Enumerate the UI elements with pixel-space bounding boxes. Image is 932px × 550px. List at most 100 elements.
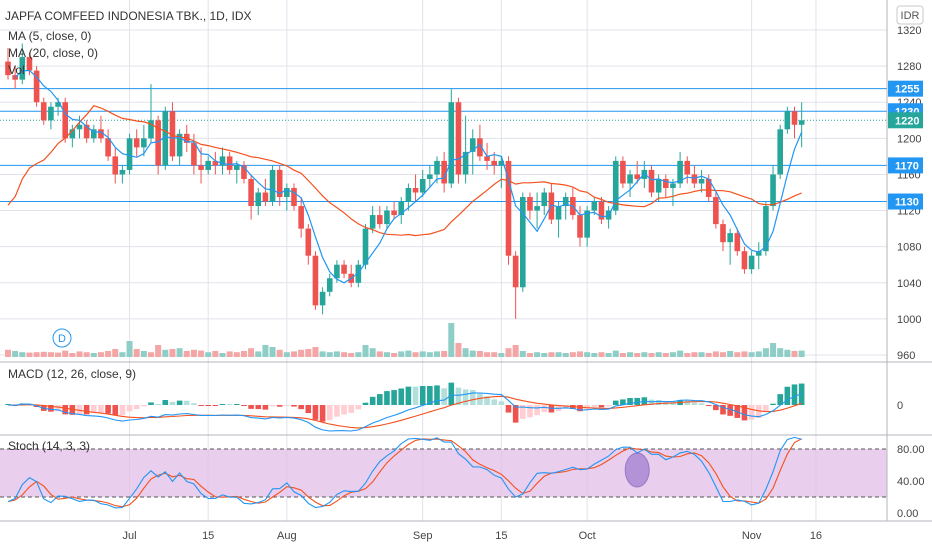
volume-bar	[541, 353, 548, 357]
horizontal-levels[interactable]	[0, 88, 887, 203]
time-tick-label: Nov	[742, 530, 762, 542]
candle	[441, 160, 447, 184]
candle	[734, 233, 741, 252]
macd-bar	[119, 405, 126, 416]
time-axis[interactable]: Jul 15 Aug Sep 15 Oct Nov 16	[123, 530, 823, 542]
macd-bar	[441, 388, 447, 405]
price-axis[interactable]: 1320128012401200116011201080104010009600…	[897, 25, 925, 520]
volume-bar	[691, 352, 698, 357]
volume-bar	[462, 348, 469, 357]
macd-bar	[691, 402, 698, 405]
volume-bar	[169, 349, 176, 357]
price-tag-bg	[888, 193, 923, 210]
candle	[677, 160, 683, 184]
candle	[198, 165, 204, 170]
time-tick-label: Aug	[277, 530, 297, 542]
macd-bar	[219, 404, 226, 405]
stoch-legend[interactable]: Stoch (14, 3, 3)	[8, 439, 90, 453]
macd-bar	[498, 401, 505, 405]
volume-bar	[498, 353, 505, 357]
candle	[798, 120, 805, 125]
volume-bar	[376, 351, 383, 357]
candle	[319, 291, 326, 306]
candle	[284, 187, 290, 198]
candle	[412, 187, 419, 193]
candle	[520, 197, 526, 288]
volume-bar	[562, 353, 569, 357]
candle	[26, 57, 33, 71]
macd-pane	[5, 382, 805, 432]
candle	[584, 210, 590, 238]
volume-bar	[140, 351, 147, 357]
candlesticks[interactable]	[5, 43, 805, 319]
ma5-legend[interactable]: MA (5, close, 0)	[8, 29, 91, 43]
candle	[784, 111, 791, 130]
volume-bar	[419, 351, 426, 357]
volume-bar	[627, 352, 634, 357]
candle	[684, 160, 691, 175]
candle	[126, 138, 133, 170]
macd-legend[interactable]: MACD (12, 26, close, 9)	[8, 367, 136, 381]
volume-bar	[491, 352, 498, 357]
macd-bar	[763, 405, 769, 412]
macd-bar	[462, 389, 469, 405]
macd-bar	[520, 405, 526, 419]
volume-bar	[148, 352, 154, 357]
dividend-marker[interactable]: D	[52, 328, 72, 348]
volume-bar	[362, 345, 369, 357]
macd-bar	[98, 405, 104, 413]
macd-bar	[627, 398, 633, 405]
volume-bar	[47, 352, 54, 357]
candle	[534, 206, 540, 211]
macd-bar	[176, 400, 183, 405]
volume-bar	[619, 353, 626, 357]
macd-bar	[577, 405, 583, 412]
volume-bar	[434, 351, 440, 357]
candle	[162, 111, 169, 166]
macd-bar	[655, 399, 662, 405]
volume-bar	[734, 352, 741, 357]
volume-bar	[662, 353, 669, 357]
volume-bar	[212, 351, 219, 357]
candle	[698, 178, 705, 184]
volume-bar	[319, 351, 326, 357]
candle	[405, 187, 412, 202]
candle	[670, 183, 676, 188]
candle	[469, 138, 476, 152]
volume-bar	[355, 352, 362, 357]
macd-bar	[341, 405, 347, 415]
volume-bar	[305, 349, 312, 357]
chart-title: JAPFA COMFEED INDONESIA TBK., 1D, IDX	[5, 9, 252, 23]
candle	[541, 192, 548, 207]
volume-bar	[291, 351, 297, 357]
candle	[12, 75, 18, 80]
macd-bar	[534, 405, 540, 416]
vol-legend[interactable]: Vol	[8, 63, 25, 77]
volume-bar	[569, 352, 576, 357]
macd-bar	[377, 394, 383, 405]
candle	[112, 156, 119, 175]
time-tick-label: 15	[202, 530, 214, 542]
volume-bar	[97, 352, 104, 357]
candle	[255, 192, 262, 207]
candle	[555, 206, 562, 220]
currency-button[interactable]: IDR	[896, 5, 924, 25]
macd-bar	[419, 386, 426, 405]
candle	[148, 120, 154, 139]
volume-bar	[105, 351, 112, 357]
macd-bar	[670, 402, 676, 405]
volume-bar	[69, 353, 76, 357]
volume-bar	[5, 349, 11, 357]
candle	[527, 197, 533, 211]
macd-bar	[284, 405, 290, 406]
candle	[419, 178, 426, 193]
volume-bar	[777, 348, 784, 357]
ma20-legend[interactable]: MA (20, close, 0)	[8, 46, 98, 60]
macd-bar	[305, 405, 312, 414]
stoch-tick-label: 0.00	[897, 508, 918, 520]
candle	[326, 278, 333, 292]
candle	[205, 160, 211, 170]
volume-bar	[298, 349, 305, 357]
price-tick-label: 960	[897, 350, 915, 362]
